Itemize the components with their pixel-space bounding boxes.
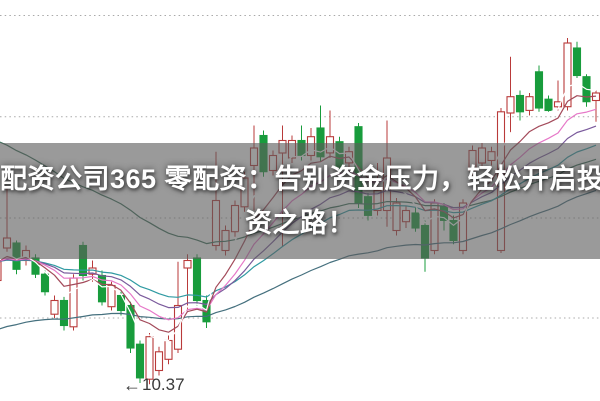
candle-down bbox=[534, 71, 544, 109]
candle-up bbox=[506, 96, 515, 114]
candle-up bbox=[525, 96, 534, 111]
candle-down bbox=[544, 98, 553, 112]
candle-down bbox=[192, 257, 202, 302]
candle-down bbox=[135, 343, 145, 379]
headline-overlay: 配资公司365 零配资：告别资金压力，轻松开启投 资之路！ bbox=[0, 143, 600, 259]
price-annotation: ← 10.37 bbox=[123, 375, 185, 395]
left-arrow-icon: ← bbox=[123, 374, 141, 395]
candle-up bbox=[563, 42, 572, 108]
candle-up bbox=[50, 299, 59, 315]
candle-down bbox=[59, 299, 69, 327]
candle-up bbox=[107, 284, 116, 308]
candle-up bbox=[0, 261, 2, 282]
headline-line-1: 配资公司365 零配资：告别资金压力，轻松开启投 bbox=[0, 164, 600, 194]
candle-up bbox=[154, 351, 164, 372]
candle-up bbox=[145, 336, 154, 380]
headline-line-2: 资之路！ bbox=[245, 208, 355, 238]
price-annotation-label: 10.37 bbox=[142, 375, 185, 394]
candle-up bbox=[183, 259, 192, 269]
candle-up bbox=[553, 101, 563, 108]
candle-down bbox=[126, 304, 135, 349]
candle-up bbox=[164, 339, 173, 360]
candle-down bbox=[116, 294, 126, 312]
candle-down bbox=[572, 47, 582, 77]
candle-down bbox=[40, 273, 50, 293]
candle-down bbox=[515, 94, 525, 113]
